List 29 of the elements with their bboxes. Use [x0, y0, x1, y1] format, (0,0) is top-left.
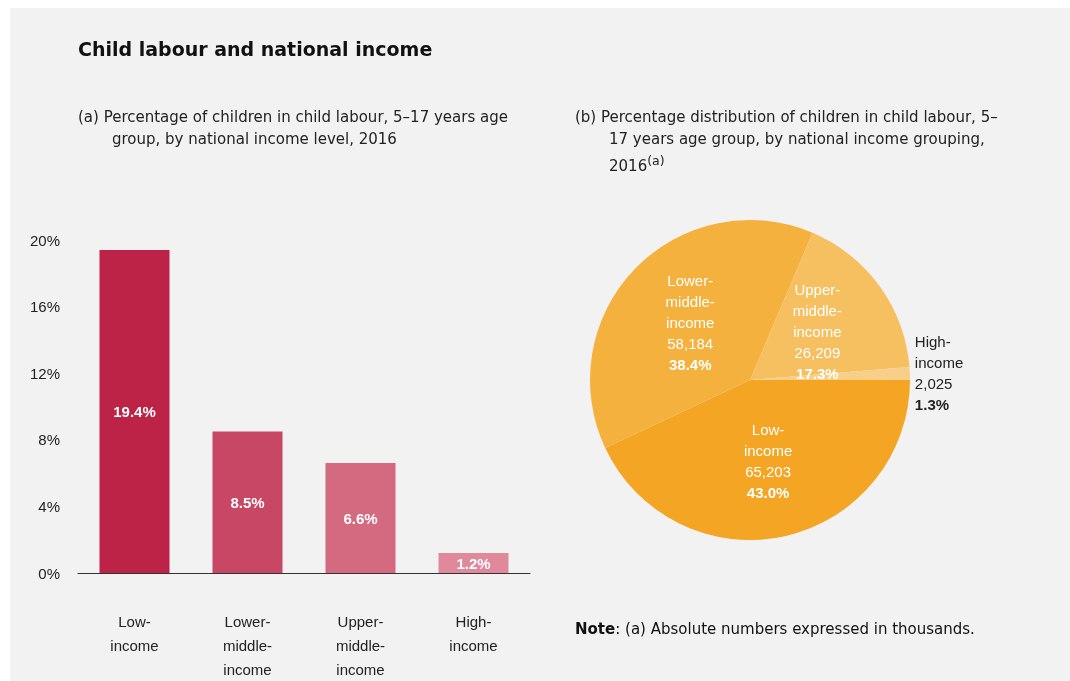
- bar: [99, 249, 170, 573]
- slice-label: Upper-middle-income: [792, 280, 842, 340]
- bar: [325, 463, 396, 573]
- y-tick-label: 8%: [38, 431, 60, 449]
- data-label: 19.4%: [113, 402, 156, 420]
- data-label: 58,184 38.4%: [667, 334, 714, 373]
- data-label: 1.2%: [456, 554, 491, 572]
- chart-title: Child labour and national income: [78, 38, 433, 60]
- chart-subtitle: (a) Percentage of children in child labour, 5–17 years age group, by national income level, 2016: [78, 107, 509, 150]
- chart-title: (b) Percentage distribution of children in child labour, 5–17 years age group, by national income grouping, 2016$^{(a)}$: [575, 107, 999, 177]
- y-tick-label: 16%: [29, 298, 60, 316]
- x-tick-label: Lower-middle-income: [222, 612, 273, 678]
- slice-label: Low-income: [743, 421, 793, 459]
- y-tick-label: 0%: [38, 564, 60, 582]
- data-label: 26,209 17.3%: [794, 343, 841, 382]
- data-label: 6.6%: [343, 509, 378, 527]
- x-tick-label: High-income: [449, 612, 498, 654]
- x-tick-label: Upper-middle-income: [335, 612, 386, 678]
- y-tick-label: 12%: [29, 364, 60, 382]
- x-tick-label: Low-income: [110, 612, 159, 654]
- y-tick-label: 4%: [38, 497, 60, 515]
- data-label: 2,025 1.3%: [914, 375, 953, 414]
- slice-label: Lower-middle-income: [665, 271, 715, 331]
- slice-label: High-income: [914, 333, 964, 372]
- y-tick-label: 20%: [29, 231, 60, 249]
- bar: [212, 431, 283, 573]
- text: Note: (a) Absolute numbers expressed in thousands.: [575, 620, 975, 638]
- data-label: 8.5%: [230, 493, 265, 511]
- data-label: 65,203 43.0%: [745, 463, 792, 501]
